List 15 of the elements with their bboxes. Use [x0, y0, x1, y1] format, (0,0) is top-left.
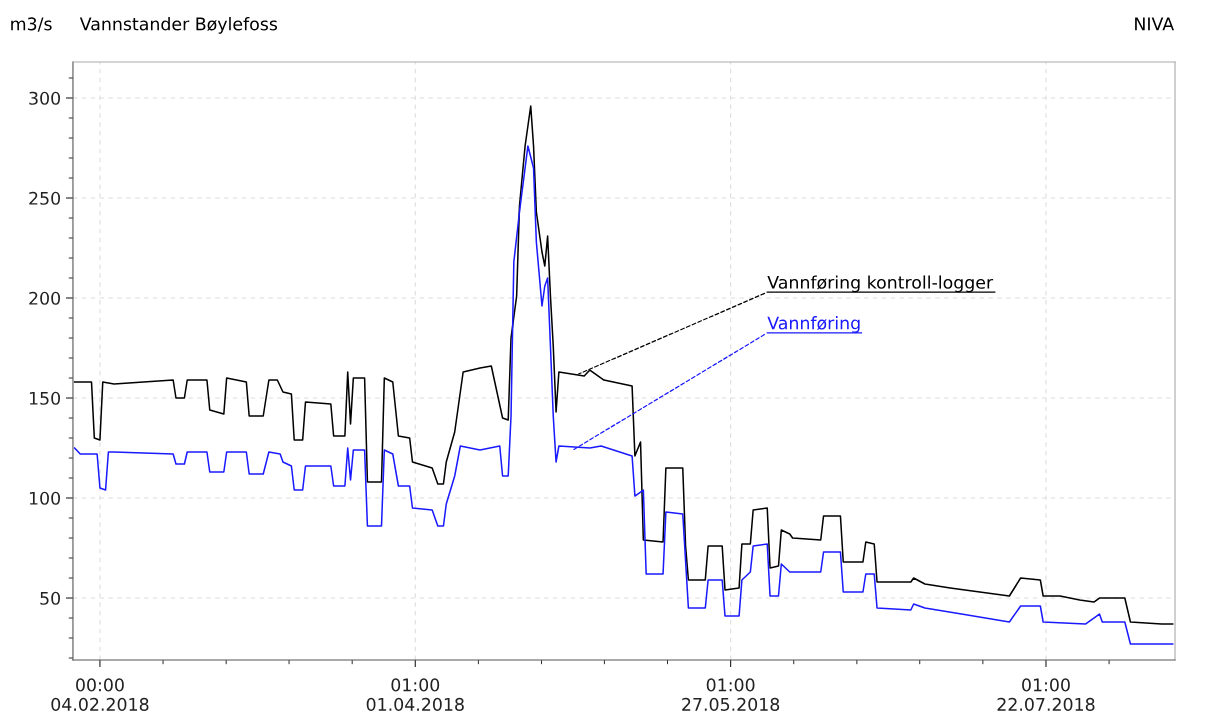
x-tick-label: 01:00 01.04.2018 [366, 678, 464, 711]
annotation: Vannføring [767, 316, 860, 333]
x-tick-label: 01:00 27.05.2018 [682, 678, 780, 711]
y-tick-label: 50 [40, 591, 60, 605]
text: NIVA [1135, 17, 1175, 31]
y-tick-label: 200 [29, 291, 60, 305]
annotation: Vannføring kontroll-logger [767, 275, 994, 293]
x-tick-label: 00:00 04.02.2018 [51, 678, 149, 711]
y-tick-label: 150 [29, 391, 60, 405]
y-tick-label: 300 [29, 91, 60, 105]
y-tick-label: 250 [29, 191, 60, 205]
y-tick-label: 100 [29, 491, 60, 505]
chart-title: Vannstander Bøylefoss [79, 17, 278, 34]
x-tick-label: 01:00 22.07.2018 [997, 678, 1095, 711]
y-axis-title: m3/s [11, 17, 52, 32]
